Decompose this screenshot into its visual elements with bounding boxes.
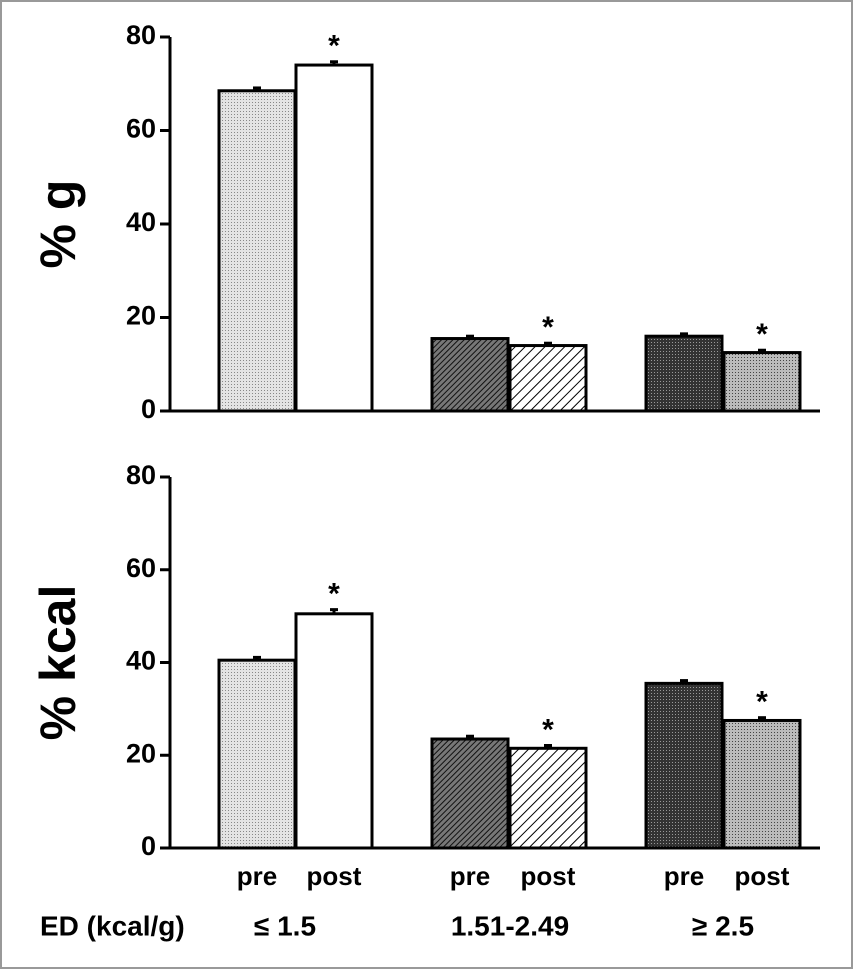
bar (294, 612, 374, 850)
significance-marker: * (756, 686, 768, 719)
y-axis-label: % g (30, 180, 86, 269)
x-tick-label: pre (237, 861, 277, 891)
group-label: ≤ 1.5 (254, 910, 316, 941)
y-axis-label: % kcal (30, 585, 86, 741)
y-tick-label: 20 (126, 301, 156, 331)
bar (508, 746, 588, 850)
bar (644, 681, 724, 850)
y-tick-label: 60 (126, 114, 156, 144)
y-tick-label: 80 (126, 460, 156, 490)
bar (722, 718, 802, 850)
significance-marker: * (542, 311, 554, 344)
bar (430, 737, 510, 850)
y-tick-label: 60 (126, 553, 156, 583)
group-label: ≥ 2.5 (692, 910, 754, 941)
x-axis-label: ED (kcal/g) (40, 910, 185, 941)
y-tick-label: 40 (126, 646, 156, 676)
bar (430, 337, 510, 413)
x-tick-label: post (521, 861, 576, 891)
x-tick-label: pre (664, 861, 704, 891)
bar (722, 351, 802, 413)
y-tick-label: 0 (141, 394, 156, 424)
bar (508, 344, 588, 413)
significance-marker: * (328, 578, 340, 611)
x-tick-label: pre (450, 861, 490, 891)
y-tick-label: 0 (141, 831, 156, 861)
bar (294, 63, 374, 413)
y-tick-label: 40 (126, 207, 156, 237)
group-label: 1.51-2.49 (451, 910, 569, 941)
significance-marker: * (542, 713, 554, 746)
x-tick-label: post (735, 861, 790, 891)
significance-marker: * (328, 30, 340, 63)
bar (217, 658, 297, 850)
x-tick-label: post (307, 861, 362, 891)
bar (217, 89, 297, 413)
bar (644, 334, 724, 413)
y-tick-label: 20 (126, 738, 156, 768)
y-tick-label: 80 (126, 20, 156, 50)
significance-marker: * (756, 318, 768, 351)
